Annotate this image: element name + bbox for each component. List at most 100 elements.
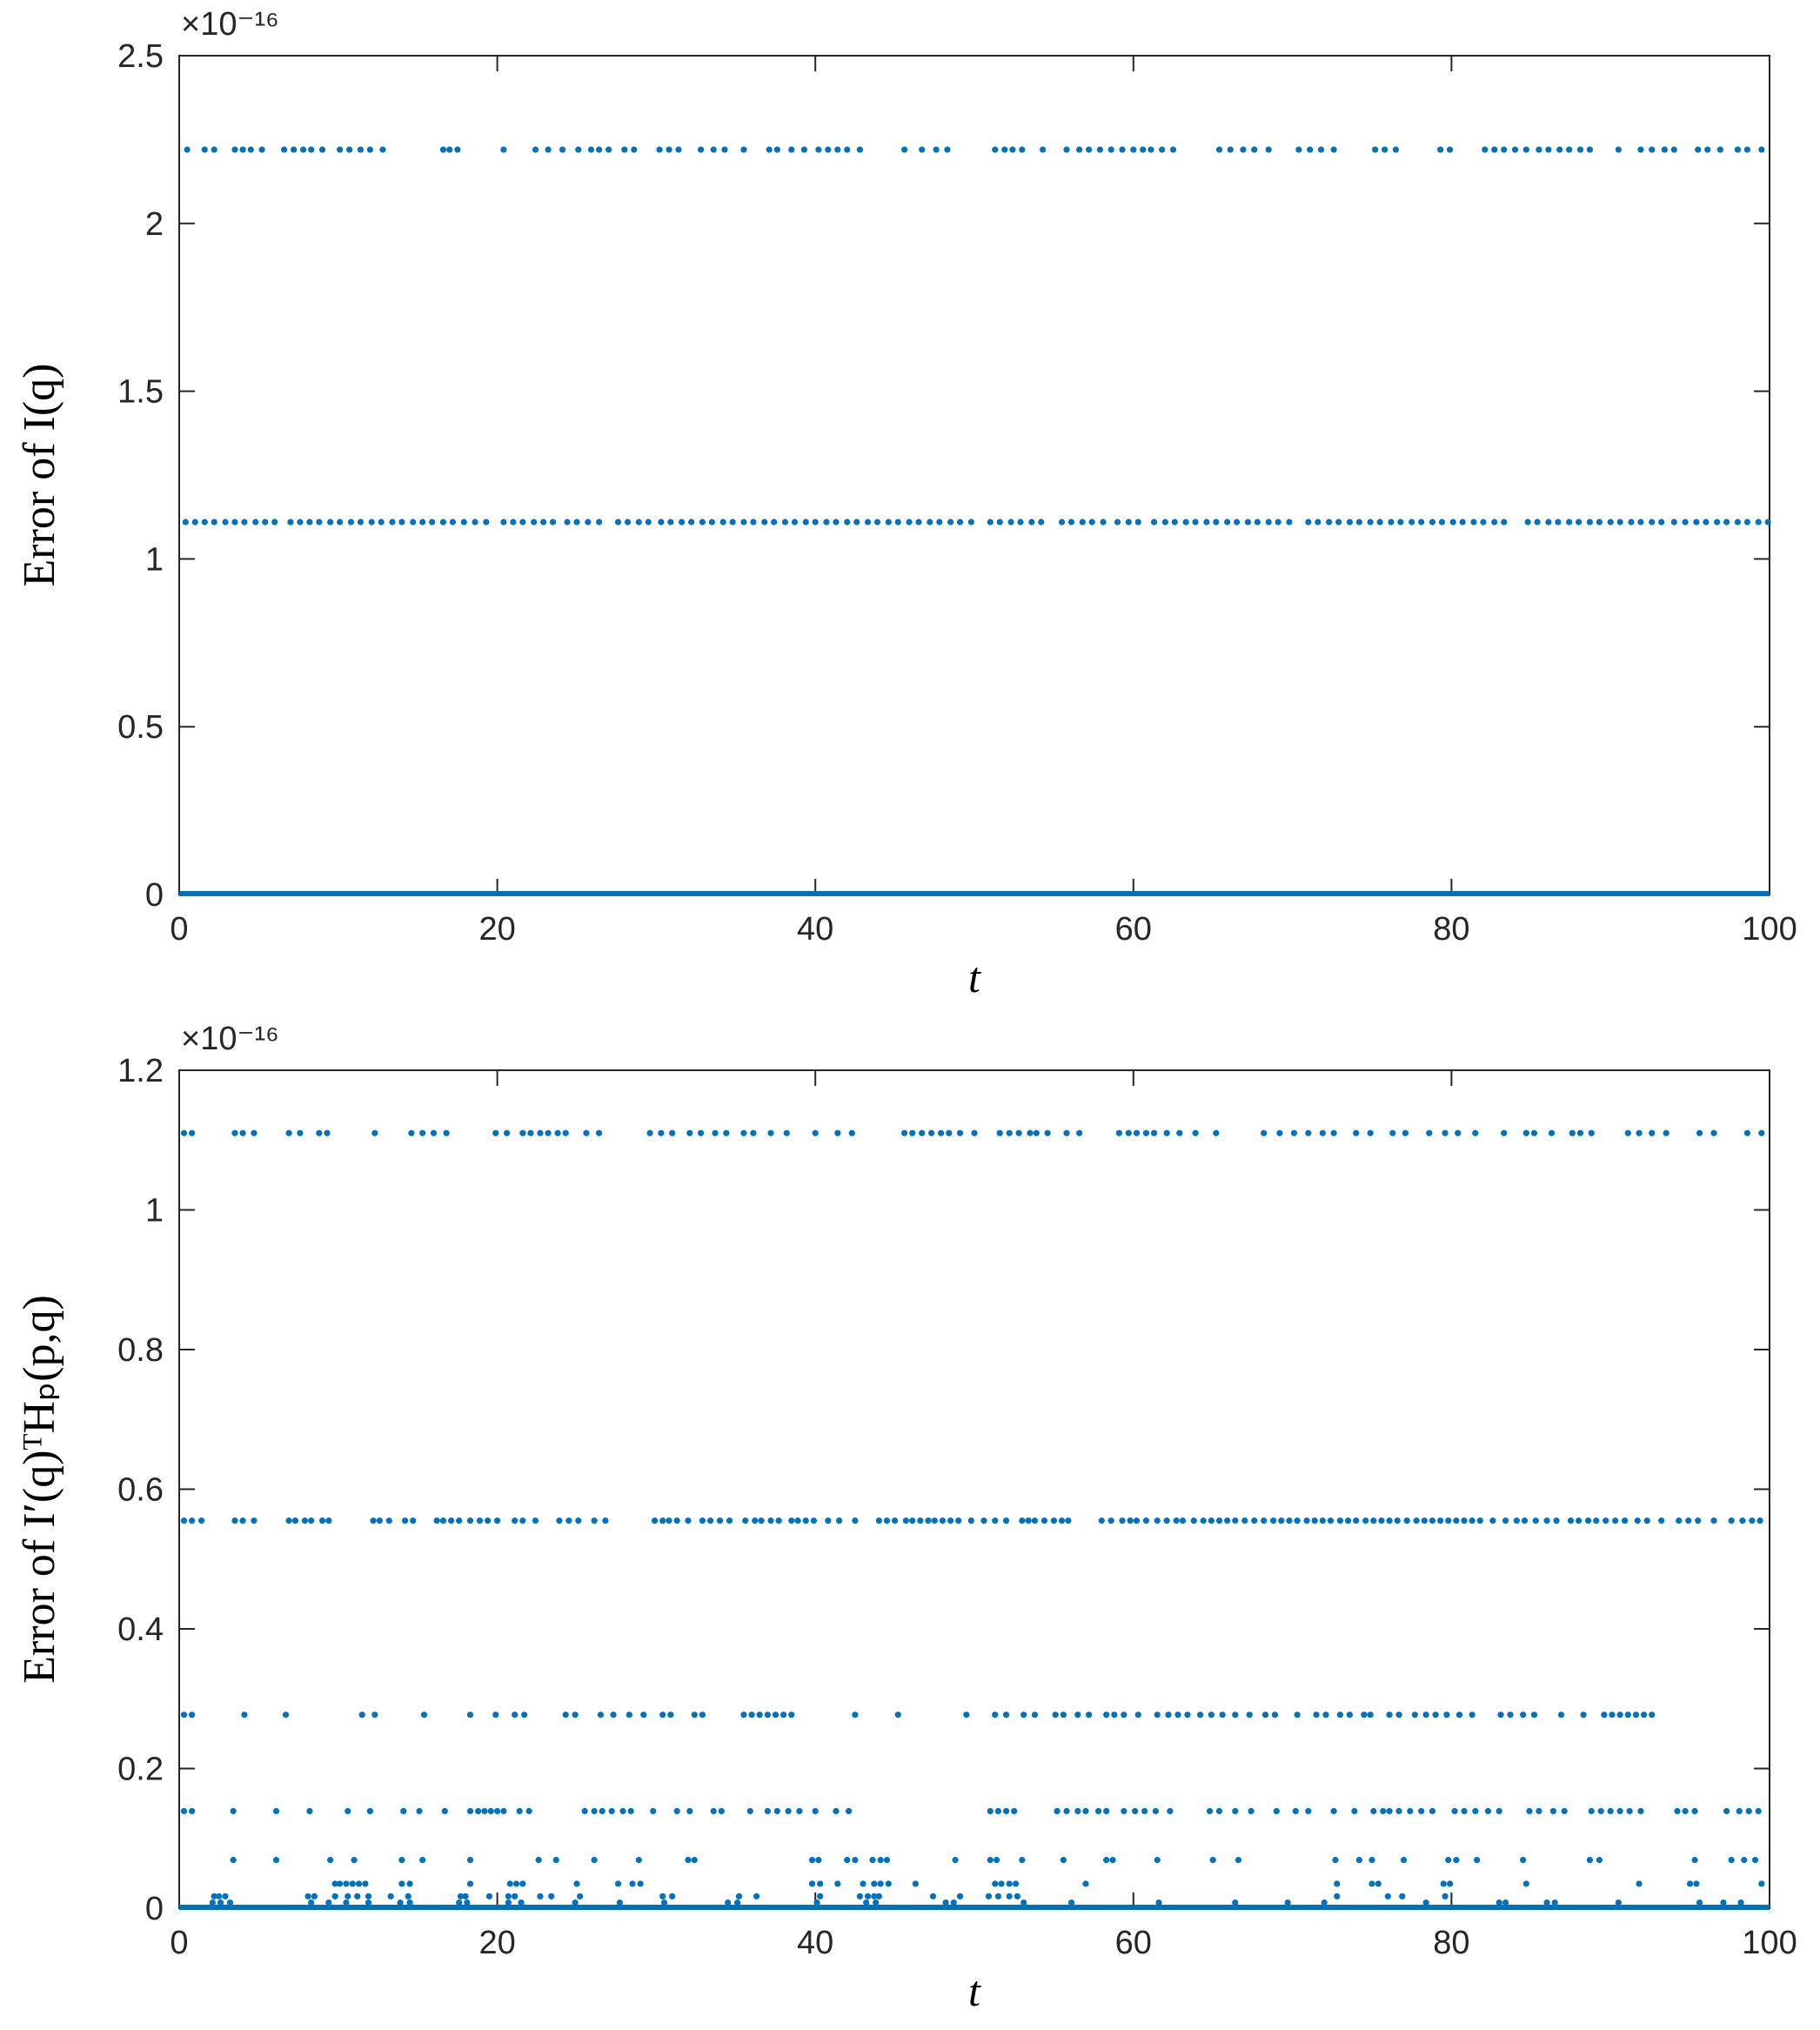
data-point xyxy=(1442,1129,1449,1136)
data-point xyxy=(241,519,248,526)
data-point xyxy=(773,146,780,153)
data-point xyxy=(1313,1712,1320,1718)
data-point xyxy=(1232,1517,1239,1524)
y-tick-label: 2 xyxy=(145,206,164,243)
data-point xyxy=(875,1893,882,1899)
data-point xyxy=(370,1517,377,1524)
data-point xyxy=(1685,1517,1692,1524)
data-point xyxy=(679,519,686,526)
data-point xyxy=(788,146,795,153)
data-point xyxy=(1480,519,1487,526)
data-point xyxy=(337,146,344,153)
data-point xyxy=(833,519,840,526)
data-point xyxy=(852,1857,859,1864)
data-point xyxy=(575,146,582,153)
data-point xyxy=(1125,1129,1132,1136)
data-point xyxy=(1319,1129,1326,1136)
data-point xyxy=(1521,1517,1529,1524)
data-point xyxy=(788,1517,795,1524)
data-point xyxy=(1065,1517,1072,1524)
data-point xyxy=(406,1880,413,1887)
data-point xyxy=(1502,1517,1509,1524)
bottom-x-ticks: 0 20 40 60 80 100 xyxy=(170,1070,1797,1961)
data-point xyxy=(327,1857,334,1864)
data-point xyxy=(1275,519,1281,526)
data-point xyxy=(357,146,364,153)
data-point xyxy=(1150,1129,1158,1136)
data-point xyxy=(1549,1807,1556,1815)
data-point xyxy=(1663,1129,1669,1136)
data-point xyxy=(1278,1517,1285,1524)
data-point xyxy=(860,1880,867,1887)
data-point xyxy=(852,1712,859,1718)
data-point xyxy=(1265,146,1272,153)
data-point xyxy=(1232,1807,1239,1815)
data-point xyxy=(1169,146,1177,153)
data-point xyxy=(1152,1807,1159,1815)
data-point xyxy=(1453,1857,1460,1864)
data-point xyxy=(1388,519,1395,526)
data-point xyxy=(1696,1899,1703,1906)
data-point xyxy=(401,1517,409,1524)
data-point xyxy=(1670,519,1677,526)
data-point xyxy=(1616,1807,1623,1815)
data-point xyxy=(1208,1712,1214,1718)
data-point xyxy=(429,519,436,526)
data-point xyxy=(750,519,757,526)
data-point xyxy=(764,1807,771,1815)
data-point xyxy=(1743,519,1751,526)
data-point xyxy=(251,1129,258,1136)
data-point xyxy=(1576,519,1582,526)
data-point xyxy=(1615,1899,1622,1906)
data-point xyxy=(691,1857,698,1864)
data-point xyxy=(1107,1517,1114,1524)
x-tick-label: 40 xyxy=(797,1925,833,1961)
data-point xyxy=(1067,519,1075,526)
data-point xyxy=(699,519,706,526)
data-point xyxy=(1103,1712,1110,1718)
data-point xyxy=(1276,1129,1283,1136)
data-point xyxy=(1121,1807,1127,1815)
data-point xyxy=(1710,1129,1717,1136)
data-point xyxy=(500,519,507,526)
data-point xyxy=(410,519,417,526)
data-point xyxy=(371,1129,378,1136)
data-point xyxy=(996,519,1003,526)
data-point xyxy=(1130,146,1137,153)
data-point xyxy=(439,1517,447,1524)
data-point xyxy=(1133,1129,1141,1136)
x-tick-label: 80 xyxy=(1433,1925,1469,1961)
data-point xyxy=(1192,1129,1199,1136)
data-point xyxy=(1530,1129,1538,1136)
data-point xyxy=(397,1899,404,1906)
data-point xyxy=(985,1893,993,1899)
data-point xyxy=(1232,1899,1239,1906)
data-point xyxy=(1375,1880,1382,1887)
data-point xyxy=(616,1899,623,1906)
data-point xyxy=(773,1807,780,1815)
data-point xyxy=(1449,519,1456,526)
data-point xyxy=(1576,1517,1582,1524)
data-point xyxy=(753,1893,760,1899)
data-point xyxy=(466,1857,474,1864)
data-point xyxy=(1109,1857,1116,1864)
y-tick-label: 2.5 xyxy=(117,38,164,75)
y-tick-label: 0.6 xyxy=(117,1472,164,1509)
data-point xyxy=(1596,519,1603,526)
data-point xyxy=(1334,1880,1341,1887)
data-point xyxy=(631,146,638,153)
data-point xyxy=(1429,1517,1436,1524)
data-point xyxy=(1096,146,1104,153)
data-point xyxy=(883,1517,891,1524)
data-point xyxy=(691,1712,698,1718)
data-point xyxy=(500,1807,507,1815)
data-point xyxy=(1019,1517,1026,1524)
data-point xyxy=(316,519,323,526)
data-point xyxy=(1076,146,1083,153)
data-point xyxy=(454,146,461,153)
data-point xyxy=(658,519,665,526)
data-point xyxy=(844,519,851,526)
data-point xyxy=(1637,146,1644,153)
data-point xyxy=(460,519,467,526)
data-point xyxy=(800,146,808,153)
